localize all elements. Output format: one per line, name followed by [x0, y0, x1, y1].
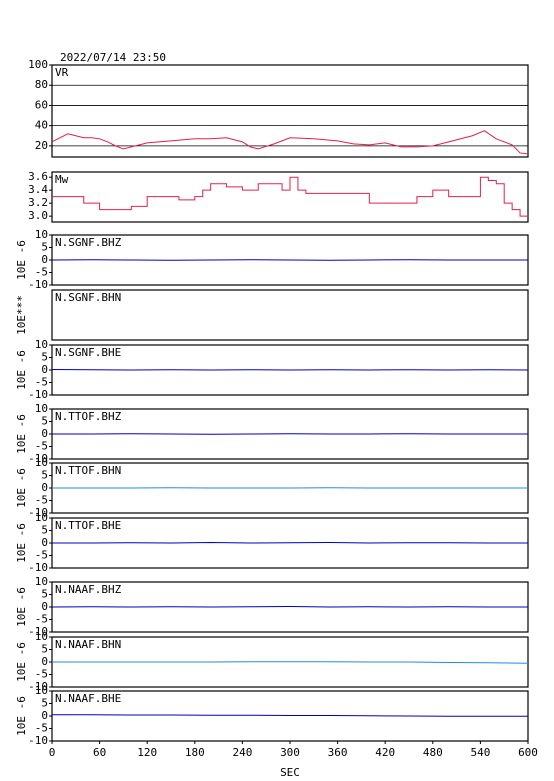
y-tick-label: 0: [41, 536, 48, 549]
x-tick-label: 120: [137, 746, 157, 759]
y-axis-label: 10E -6: [15, 587, 28, 627]
data-line: [52, 433, 528, 435]
y-tick-label: -5: [35, 440, 48, 453]
y-tick-label: -5: [35, 668, 48, 681]
y-axis-label: 10E -6: [15, 414, 28, 454]
data-line: [52, 541, 528, 544]
y-tick-label: 10: [35, 228, 48, 241]
y-tick-label: -10: [28, 625, 48, 638]
y-tick-label: 0: [41, 427, 48, 440]
y-axis-label: 10E -6: [15, 240, 28, 280]
y-tick-label: -10: [28, 506, 48, 519]
y-tick-label: -10: [28, 278, 48, 291]
x-tick-label: 360: [328, 746, 348, 759]
x-tick-label: 240: [232, 746, 252, 759]
y-tick-label: 5: [41, 469, 48, 482]
panel-label: N.SGNF.BHZ: [55, 236, 122, 249]
y-tick-label: -10: [28, 561, 48, 574]
data-line: [51, 259, 528, 261]
y-tick-label: 80: [35, 78, 48, 91]
data-line: [51, 130, 529, 155]
data-line: [52, 661, 529, 664]
y-tick-label: -5: [35, 549, 48, 562]
y-axis-label: 10E -6: [15, 696, 28, 736]
y-tick-label: 40: [35, 119, 48, 132]
data-line: [52, 176, 528, 217]
data-line: [52, 714, 528, 717]
x-tick-label: 480: [423, 746, 443, 759]
y-tick-label: 3.6: [28, 170, 48, 183]
y-tick-label: -5: [35, 722, 48, 735]
y-tick-label: 10: [35, 402, 48, 415]
panel-label: N.NAAF.BHE: [55, 692, 121, 705]
y-axis-label: 10E -6: [15, 523, 28, 563]
y-tick-label: 5: [41, 415, 48, 428]
y-tick-label: 10: [35, 338, 48, 351]
y-tick-label: 5: [41, 524, 48, 537]
y-axis-label: 10E -6: [15, 350, 28, 390]
y-tick-label: 0: [41, 655, 48, 668]
y-tick-label: 0: [41, 600, 48, 613]
y-axis-label: 10E***: [15, 295, 28, 335]
y-tick-label: 5: [41, 241, 48, 254]
y-tick-label: -5: [35, 266, 48, 279]
panel-label: N.NAAF.BHN: [55, 638, 121, 651]
panel-label: N.SGNF.BHN: [55, 291, 121, 304]
x-tick-label: 600: [518, 746, 538, 759]
x-tick-label: 540: [470, 746, 490, 759]
y-axis-label: 10E -6: [15, 642, 28, 682]
panel-label: N.TTOF.BHE: [55, 519, 121, 532]
data-line: [51, 369, 529, 371]
x-tick-label: 60: [93, 746, 106, 759]
x-tick-label: 300: [280, 746, 300, 759]
y-tick-label: -5: [35, 494, 48, 507]
y-tick-label: -10: [28, 388, 48, 401]
y-tick-label: 0: [41, 363, 48, 376]
y-tick-label: 10: [35, 456, 48, 469]
chart-title: 2022/07/14 23:50: [60, 51, 166, 64]
y-tick-label: -10: [28, 680, 48, 693]
y-tick-label: 5: [41, 588, 48, 601]
y-tick-label: 10: [35, 684, 48, 697]
y-tick-label: 3.2: [28, 196, 48, 209]
y-tick-label: 5: [41, 351, 48, 364]
x-tick-label: 180: [185, 746, 205, 759]
y-tick-label: 20: [35, 139, 48, 152]
x-axis-label: SEC: [280, 766, 300, 779]
x-tick-label: 0: [49, 746, 56, 759]
panel-label: Mw: [55, 173, 69, 186]
panel-label: N.NAAF.BHZ: [55, 583, 122, 596]
panel-label: N.TTOF.BHZ: [55, 410, 122, 423]
data-line: [51, 605, 528, 608]
panel-label: VR: [55, 66, 69, 79]
y-tick-label: 5: [41, 643, 48, 656]
y-tick-label: 5: [41, 697, 48, 710]
y-tick-label: -5: [35, 613, 48, 626]
y-tick-label: 10: [35, 511, 48, 524]
y-tick-label: 10: [35, 630, 48, 643]
y-tick-label: 0: [41, 709, 48, 722]
y-tick-label: 0: [41, 253, 48, 266]
y-tick-label: 100: [28, 58, 48, 71]
panel-label: N.TTOF.BHN: [55, 464, 121, 477]
panel-label: N.SGNF.BHE: [55, 346, 121, 359]
y-tick-label: 3.0: [28, 209, 48, 222]
y-tick-label: -5: [35, 376, 48, 389]
y-tick-label: 10: [35, 575, 48, 588]
x-tick-label: 420: [375, 746, 395, 759]
y-axis-label: 10E -6: [15, 468, 28, 508]
y-tick-label: -10: [28, 734, 48, 747]
panel-frame: [51, 289, 529, 341]
y-tick-label: 60: [35, 98, 48, 111]
y-tick-label: 3.4: [28, 183, 48, 196]
y-tick-label: 0: [41, 481, 48, 494]
panel-frame: [51, 64, 529, 158]
y-tick-label: -10: [28, 452, 48, 465]
